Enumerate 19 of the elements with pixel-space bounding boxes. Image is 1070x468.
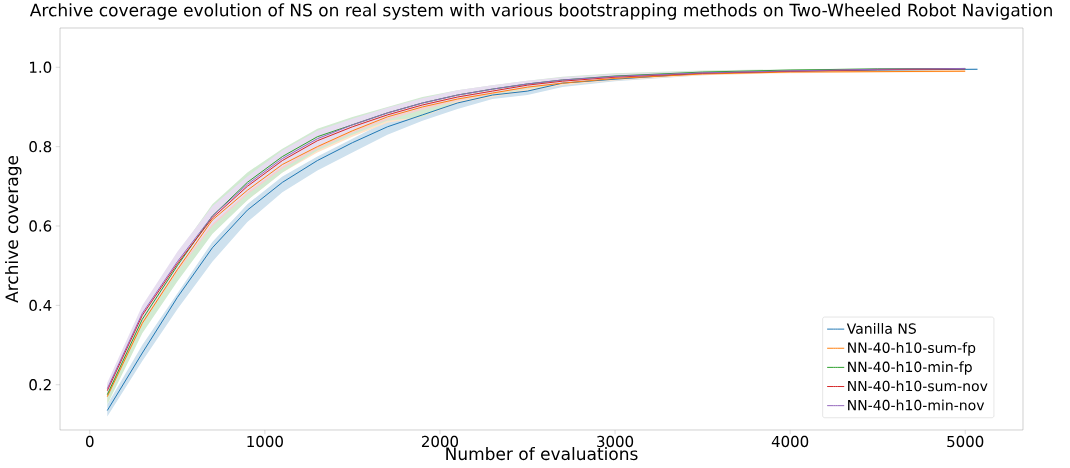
chart-title: Archive coverage evolution of NS on real system with various bootstrapping methods on Two-Wheeled Robot Navigation [29,3,1052,20]
x-tick-label: 1000 [247,435,283,448]
legend-label: NN-40-h10-sum-fp [848,342,976,356]
legend-label: NN-40-h10-sum-nov [848,380,988,392]
x-tick-label: 0 [86,435,94,448]
x-tick-label: 2000 [421,435,459,448]
x-tick-label: 5000 [947,435,984,448]
y-tick-label: 0.6 [29,220,52,232]
y-tick-label: 0.4 [29,299,52,312]
x-tick-label: 3000 [597,435,634,448]
x-tick-label: 4000 [771,435,809,448]
legend-label: NN-40-h10-min-nov [848,399,985,411]
legend-label: NN-40-h10-min-fp [848,361,972,375]
y-tick-label: 0.8 [29,140,52,153]
y-tick-label: 0.2 [29,379,51,391]
x-axis-title: Number of evaluations [446,446,638,461]
y-axis-title: Archive coverage [5,155,22,303]
y-tick-label: 1.0 [30,61,52,73]
legend-label: Vanilla NS [846,323,916,334]
